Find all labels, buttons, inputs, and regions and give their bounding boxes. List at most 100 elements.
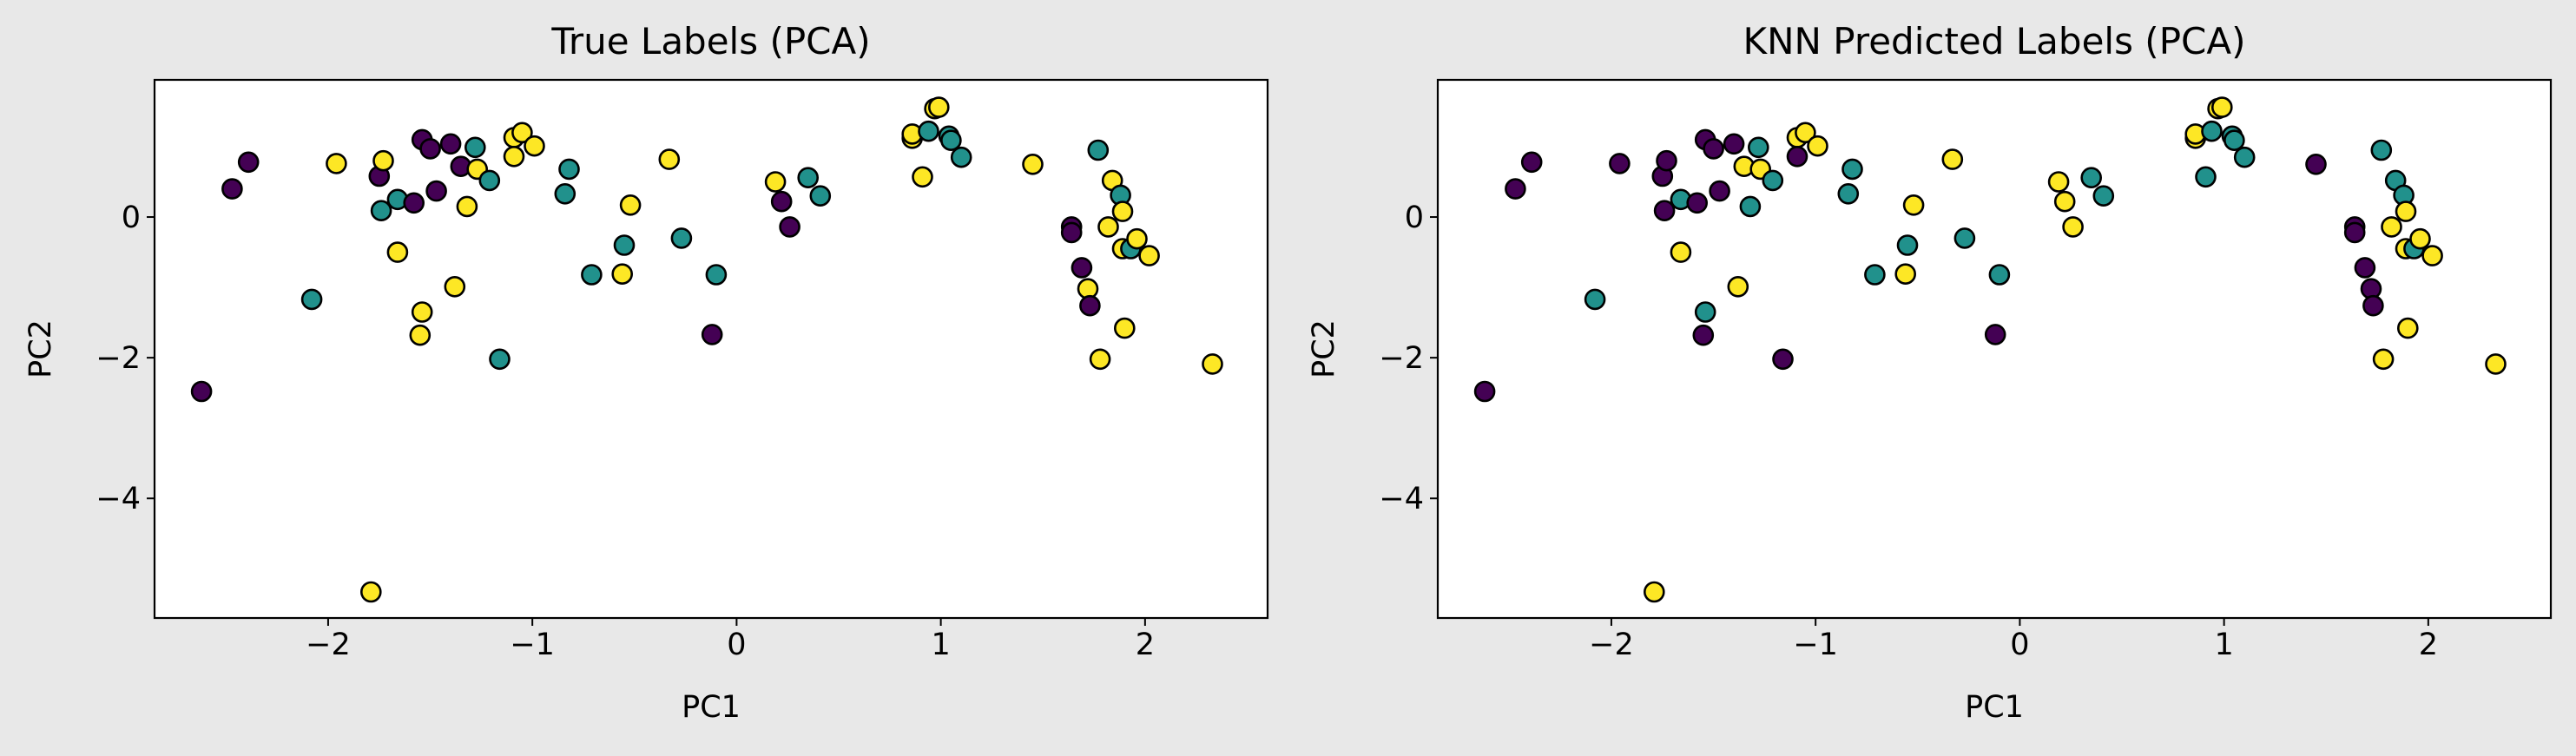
data-point <box>503 146 525 168</box>
x-axis-label: PC1 <box>1965 690 2024 725</box>
data-point <box>2397 317 2419 339</box>
data-point <box>1686 192 1708 214</box>
data-point <box>1060 221 1083 244</box>
data-point <box>2362 294 2384 317</box>
data-point <box>1584 288 1606 311</box>
data-point <box>1772 348 1794 371</box>
data-point <box>2047 171 2070 193</box>
data-point <box>940 129 962 151</box>
data-point <box>1807 135 1828 157</box>
data-point <box>2381 216 2402 238</box>
data-point <box>1089 348 1111 371</box>
data-point <box>1656 149 1677 172</box>
x-tick-label: 0 <box>727 628 746 662</box>
chart-title: True Labels (PCA) <box>550 20 870 62</box>
data-point <box>2485 353 2507 375</box>
data-point <box>1703 138 1724 160</box>
data-point <box>1473 380 1496 403</box>
data-point <box>1097 216 1119 238</box>
data-point <box>1505 178 1526 200</box>
data-point <box>1609 153 1631 174</box>
data-point <box>1988 264 2011 286</box>
data-point <box>370 200 392 221</box>
data-point <box>326 153 347 174</box>
data-point <box>2305 154 2327 175</box>
data-point <box>1202 353 1223 375</box>
data-point <box>554 183 576 205</box>
panel-true-labels: −2 −1 0 1 2 0 −2 −4 True Labels (PCA) PC1 PC2 <box>23 20 1269 725</box>
chart-title: KNN Predicted Labels (PCA) <box>1743 20 2246 62</box>
data-point <box>1079 294 1101 317</box>
data-point <box>1126 227 1148 250</box>
data-point <box>928 96 950 118</box>
y-tick-label: −4 <box>96 482 141 516</box>
data-point <box>425 180 447 202</box>
data-point <box>2370 139 2393 161</box>
data-point <box>2372 348 2395 371</box>
data-point <box>221 178 243 200</box>
y-tick-label: 0 <box>122 201 141 235</box>
x-tick-label: 2 <box>2419 628 2438 662</box>
data-point <box>912 166 933 188</box>
data-point <box>1748 136 1769 159</box>
data-point <box>1896 234 1919 256</box>
axis-ticks: −2 −1 0 1 2 0 −2 −4 <box>1379 201 2438 662</box>
data-point <box>2201 120 2223 142</box>
data-point <box>386 241 409 263</box>
x-tick-label: −1 <box>1793 628 1838 662</box>
data-point <box>1894 263 1916 286</box>
data-point <box>409 324 432 346</box>
data-point <box>1709 180 1730 202</box>
data-point <box>1739 195 1762 218</box>
data-point <box>611 263 634 286</box>
data-point <box>478 169 501 192</box>
data-point <box>1114 317 1136 339</box>
data-point <box>581 264 603 286</box>
data-point <box>1071 257 1093 279</box>
data-point <box>558 158 580 181</box>
data-point <box>1723 133 1745 155</box>
data-point <box>237 151 260 174</box>
x-tick-label: 1 <box>931 628 950 662</box>
data-point <box>797 167 820 188</box>
data-point <box>439 133 462 155</box>
data-point <box>524 135 545 157</box>
data-point <box>2211 96 2233 118</box>
data-point <box>779 216 800 238</box>
data-point <box>670 227 693 249</box>
data-point <box>613 234 636 256</box>
data-point <box>705 264 728 286</box>
data-point <box>1795 122 1816 144</box>
data-point <box>918 120 939 142</box>
data-point <box>1653 200 1676 221</box>
data-point <box>1694 301 1716 323</box>
data-point <box>764 171 787 193</box>
data-point <box>1953 227 1976 249</box>
data-point <box>1692 324 1715 346</box>
data-point <box>1111 201 1134 222</box>
data-point <box>419 138 441 160</box>
data-point <box>2354 257 2376 279</box>
data-point <box>2395 201 2417 222</box>
scatter-points <box>190 96 1223 603</box>
data-point <box>1022 154 1044 175</box>
y-tick-label: −4 <box>1379 482 1424 516</box>
data-point <box>2343 221 2366 244</box>
data-point <box>1762 169 1784 192</box>
data-point <box>1841 158 1863 181</box>
data-point <box>444 275 466 298</box>
axes-frame <box>1436 78 2553 620</box>
scatter-points <box>1473 96 2507 603</box>
data-point <box>403 192 425 214</box>
data-point <box>658 148 681 170</box>
x-tick-label: −2 <box>306 628 351 662</box>
data-point <box>456 195 478 218</box>
data-point <box>2409 227 2431 250</box>
data-point <box>1837 183 1860 205</box>
x-tick-label: 1 <box>2214 628 2233 662</box>
data-point <box>511 122 533 144</box>
x-tick-label: −1 <box>510 628 555 662</box>
data-point <box>411 301 433 323</box>
